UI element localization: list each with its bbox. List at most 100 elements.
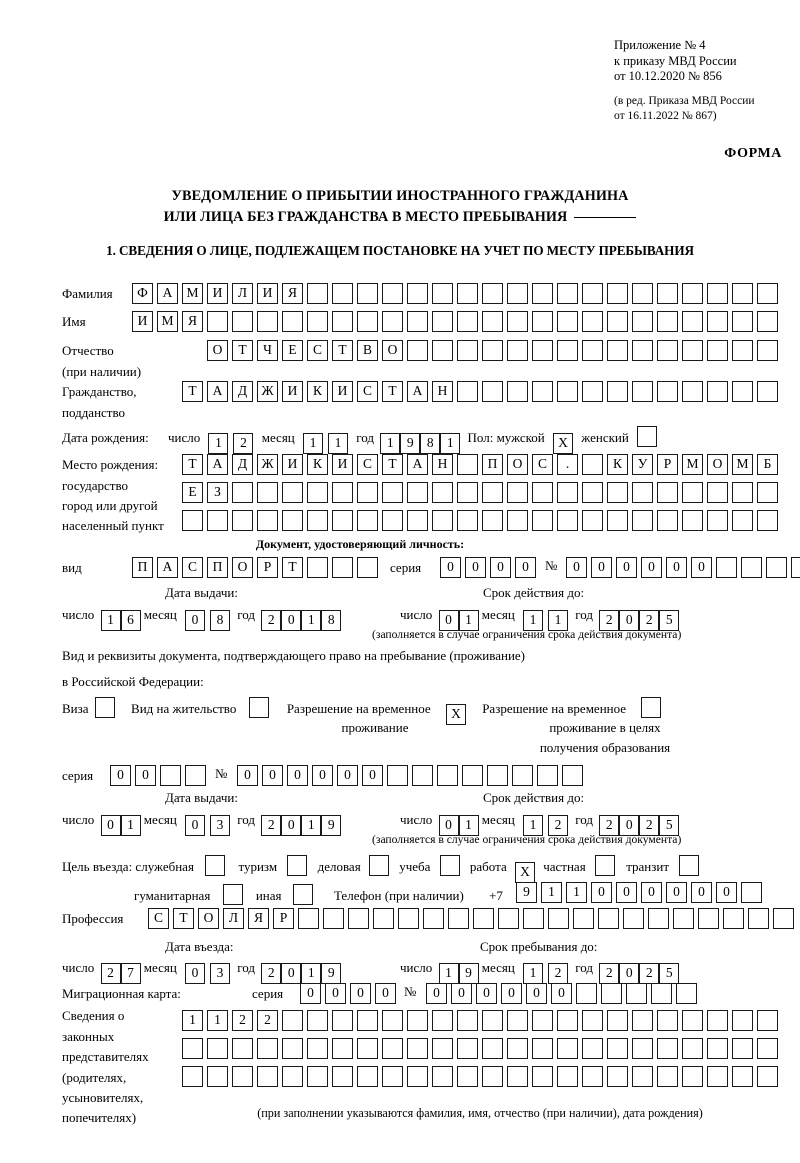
doc-valid-year-d2[interactable]: 0 (619, 610, 640, 631)
birth-day-d2[interactable]: 2 (233, 433, 254, 454)
doc-kind-cell[interactable]: Р (257, 557, 278, 578)
phone-cell[interactable]: 0 (641, 882, 662, 903)
birthplace-cell[interactable] (582, 482, 603, 503)
birth-year-d3[interactable]: 8 (420, 433, 441, 454)
legal-rep-cell[interactable] (657, 1010, 678, 1031)
doc-kind-cell[interactable]: П (132, 557, 153, 578)
migration-number-cell[interactable] (676, 983, 697, 1004)
permit-number-cell[interactable] (462, 765, 483, 786)
citizenship-cell[interactable]: А (207, 381, 228, 402)
legal-rep-cell[interactable] (507, 1010, 528, 1031)
legal-rep-cell[interactable] (182, 1066, 203, 1087)
permit-valid-month-d1[interactable]: 1 (523, 815, 544, 836)
birthplace-cell[interactable] (457, 482, 478, 503)
patronymic-cell[interactable] (582, 340, 603, 361)
phone-cell[interactable]: 1 (566, 882, 587, 903)
birthplace-cell[interactable]: У (632, 454, 653, 475)
citizenship-cell[interactable] (682, 381, 703, 402)
legal-rep-cell[interactable] (257, 1038, 278, 1059)
doc-number-cell[interactable]: 0 (666, 557, 687, 578)
doc-valid-year-d4[interactable]: 5 (659, 610, 680, 631)
legal-rep-cell[interactable] (557, 1038, 578, 1059)
permit-number-cell[interactable] (412, 765, 433, 786)
patronymic-cell[interactable] (457, 340, 478, 361)
birthplace-cell[interactable] (557, 482, 578, 503)
doc-kind-cell[interactable]: А (157, 557, 178, 578)
patronymic-cell[interactable] (682, 340, 703, 361)
profession-cell[interactable] (298, 908, 319, 929)
permit-issue-year-d2[interactable]: 0 (281, 815, 302, 836)
birthplace-cell[interactable]: О (507, 454, 528, 475)
birthplace-cell[interactable] (282, 482, 303, 503)
legal-rep-cell[interactable] (532, 1010, 553, 1031)
birthplace-cell[interactable] (382, 482, 403, 503)
firstname-cell[interactable] (707, 311, 728, 332)
legal-rep-cell[interactable] (307, 1038, 328, 1059)
temp-residence-edu-checkbox[interactable] (641, 697, 662, 718)
doc-issue-year-d2[interactable]: 0 (281, 610, 302, 631)
citizenship-cell[interactable]: И (282, 381, 303, 402)
birthplace-cell[interactable] (282, 510, 303, 531)
entry-year-d2[interactable]: 0 (281, 963, 302, 984)
birthplace-cell[interactable] (382, 510, 403, 531)
legal-rep-cell[interactable] (207, 1066, 228, 1087)
firstname-cell[interactable] (607, 311, 628, 332)
stay-year-d4[interactable]: 5 (659, 963, 680, 984)
profession-cell[interactable] (573, 908, 594, 929)
migration-number-cell[interactable] (626, 983, 647, 1004)
legal-rep-input-row-3[interactable] (182, 1066, 782, 1087)
birthplace-cell[interactable] (607, 510, 628, 531)
legal-rep-cell[interactable] (632, 1010, 653, 1031)
profession-cell[interactable] (398, 908, 419, 929)
birth-year-d1[interactable]: 1 (380, 433, 401, 454)
birth-year-d4[interactable]: 1 (440, 433, 461, 454)
stay-day-d2[interactable]: 9 (458, 963, 479, 984)
doc-series-cell[interactable]: 0 (465, 557, 486, 578)
legal-rep-input-row-2[interactable] (182, 1038, 782, 1059)
doc-issue-month-d2[interactable]: 8 (210, 610, 231, 631)
citizenship-cell[interactable]: Д (232, 381, 253, 402)
legal-rep-cell[interactable] (307, 1010, 328, 1031)
permit-number-cell[interactable]: 0 (237, 765, 258, 786)
birthplace-cell[interactable] (232, 510, 253, 531)
surname-cell[interactable] (482, 283, 503, 304)
legal-rep-cell[interactable] (582, 1010, 603, 1031)
phone-cell[interactable]: 9 (516, 882, 537, 903)
birthplace-cell[interactable] (682, 510, 703, 531)
legal-rep-cell[interactable] (682, 1038, 703, 1059)
profession-cell[interactable] (448, 908, 469, 929)
patronymic-cell[interactable] (607, 340, 628, 361)
legal-rep-cell[interactable] (382, 1010, 403, 1031)
entry-year-d4[interactable]: 9 (321, 963, 342, 984)
doc-series-cell[interactable]: 0 (440, 557, 461, 578)
entry-day-d1[interactable]: 2 (100, 963, 121, 984)
birthplace-cell[interactable]: Ж (257, 454, 278, 475)
legal-rep-cell[interactable]: 2 (232, 1010, 253, 1031)
entry-year-d1[interactable]: 2 (261, 963, 282, 984)
surname-cell[interactable] (507, 283, 528, 304)
birthplace-cell[interactable] (357, 510, 378, 531)
doc-number-cell[interactable] (716, 557, 737, 578)
birthplace-cell[interactable]: Е (182, 482, 203, 503)
legal-rep-cell[interactable] (482, 1066, 503, 1087)
sex-male-checkbox[interactable]: X (553, 433, 574, 454)
migration-number-cell[interactable] (576, 983, 597, 1004)
birthplace-cell[interactable] (257, 482, 278, 503)
permit-valid-year-d1[interactable]: 2 (599, 815, 620, 836)
citizenship-cell[interactable]: Т (182, 381, 203, 402)
doc-number-cell[interactable]: 0 (591, 557, 612, 578)
patronymic-cell[interactable] (707, 340, 728, 361)
legal-rep-cell[interactable] (607, 1066, 628, 1087)
profession-cell[interactable]: Л (223, 908, 244, 929)
birthplace-cell[interactable] (407, 482, 428, 503)
stay-year-d1[interactable]: 2 (599, 963, 620, 984)
patronymic-cell[interactable]: Е (282, 340, 303, 361)
firstname-cell[interactable] (632, 311, 653, 332)
legal-rep-cell[interactable] (557, 1010, 578, 1031)
